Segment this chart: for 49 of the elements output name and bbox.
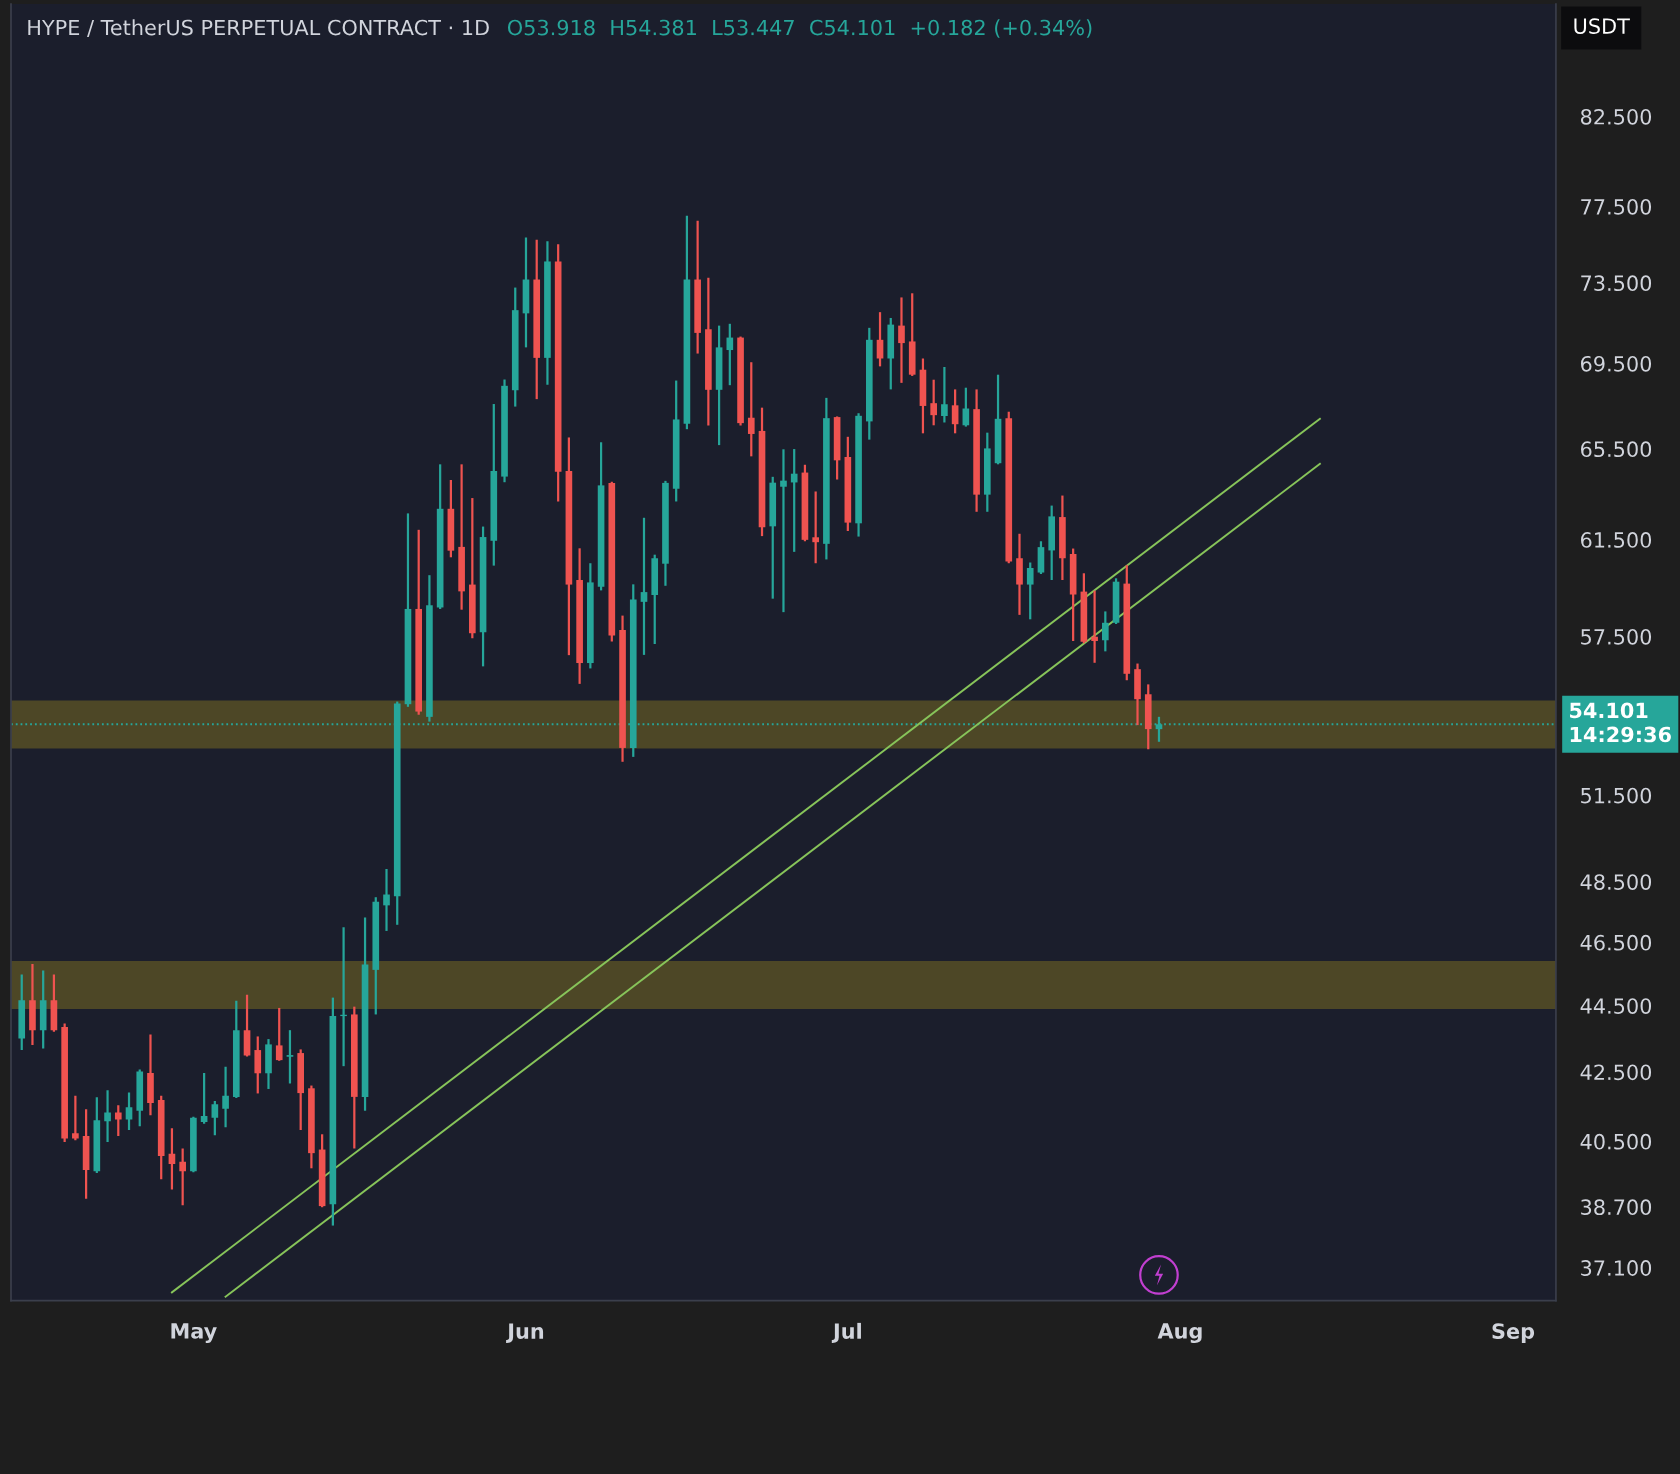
candlestick (1102, 610, 1109, 653)
candlestick (1026, 561, 1034, 621)
text: HYPE / TetherUS PERPETUAL CONTRACT · 1D (28, 19, 489, 38)
y-axis-title: USDT (1574, 18, 1630, 34)
x-tick-label: May (171, 1323, 217, 1344)
candlestick (941, 365, 948, 424)
candlestick (1091, 589, 1098, 664)
candlestick (930, 378, 937, 427)
candlestick (114, 1104, 122, 1138)
y-tick-label: 65.500 (1581, 441, 1652, 458)
y-tick-label: 46.500 (1580, 934, 1652, 951)
ref-line-label: 54.101 14:29:36 (1570, 702, 1671, 743)
candlestick (726, 322, 734, 387)
candlestick (780, 448, 787, 614)
x-tick-label: Jul (831, 1322, 861, 1343)
y-tick-label: 37.100 (1581, 1260, 1652, 1276)
y-tick-label: 48.500 (1580, 874, 1652, 890)
y-tick-label: 73.500 (1581, 275, 1652, 292)
candlestick (200, 1071, 208, 1125)
y-tick-label: 61.500 (1581, 532, 1652, 548)
candlestick (286, 1029, 294, 1085)
y-tick-label: 77.500 (1581, 198, 1652, 215)
y-tick-label: 82.500 (1580, 108, 1652, 125)
y-tick-label: 42.500 (1580, 1064, 1652, 1081)
candlestick (898, 296, 905, 384)
candlestick (222, 1065, 229, 1129)
candlestick (254, 1035, 262, 1095)
text: O53.918 H54.381 L53.447 C54.101 +0.182 (+0.34%) (507, 19, 1092, 38)
candlestick (951, 388, 959, 435)
candlestick (72, 1094, 79, 1142)
candlestick (790, 447, 798, 553)
candlestick (747, 361, 755, 458)
candlestick (383, 867, 390, 933)
x-tick-label: Sep (1492, 1323, 1535, 1344)
y-tick-label: 69.500 (1581, 355, 1652, 372)
candlestick (211, 1099, 219, 1137)
x-tick-label: Aug (1157, 1323, 1202, 1344)
y-tick-label: 44.500 (1580, 998, 1652, 1014)
candlestick (104, 1089, 111, 1144)
y-tick-label: 57.500 (1581, 628, 1652, 645)
candlestick (179, 1147, 186, 1207)
y-tick-label: 40.500 (1580, 1133, 1652, 1150)
candlestick (168, 1127, 176, 1191)
candlestick (812, 490, 819, 565)
y-tick-label: 38.700 (1581, 1199, 1652, 1216)
candlestick (640, 516, 648, 657)
candlestick (275, 1006, 283, 1062)
y-tick-label: 51.500 (1581, 787, 1652, 804)
x-tick-label: Jun (506, 1323, 544, 1343)
